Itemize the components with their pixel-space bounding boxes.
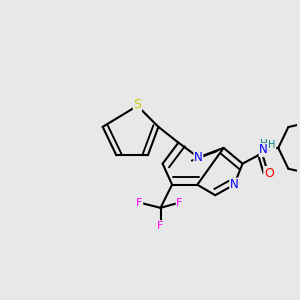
- Text: H: H: [260, 139, 267, 149]
- Text: O: O: [264, 167, 274, 180]
- Text: N: N: [259, 143, 268, 157]
- Text: S: S: [134, 98, 141, 111]
- Text: H: H: [268, 140, 276, 150]
- Text: F: F: [176, 198, 183, 208]
- Text: F: F: [136, 198, 143, 208]
- Text: F: F: [157, 221, 164, 231]
- Text: N: N: [194, 151, 203, 164]
- Text: N: N: [230, 178, 239, 191]
